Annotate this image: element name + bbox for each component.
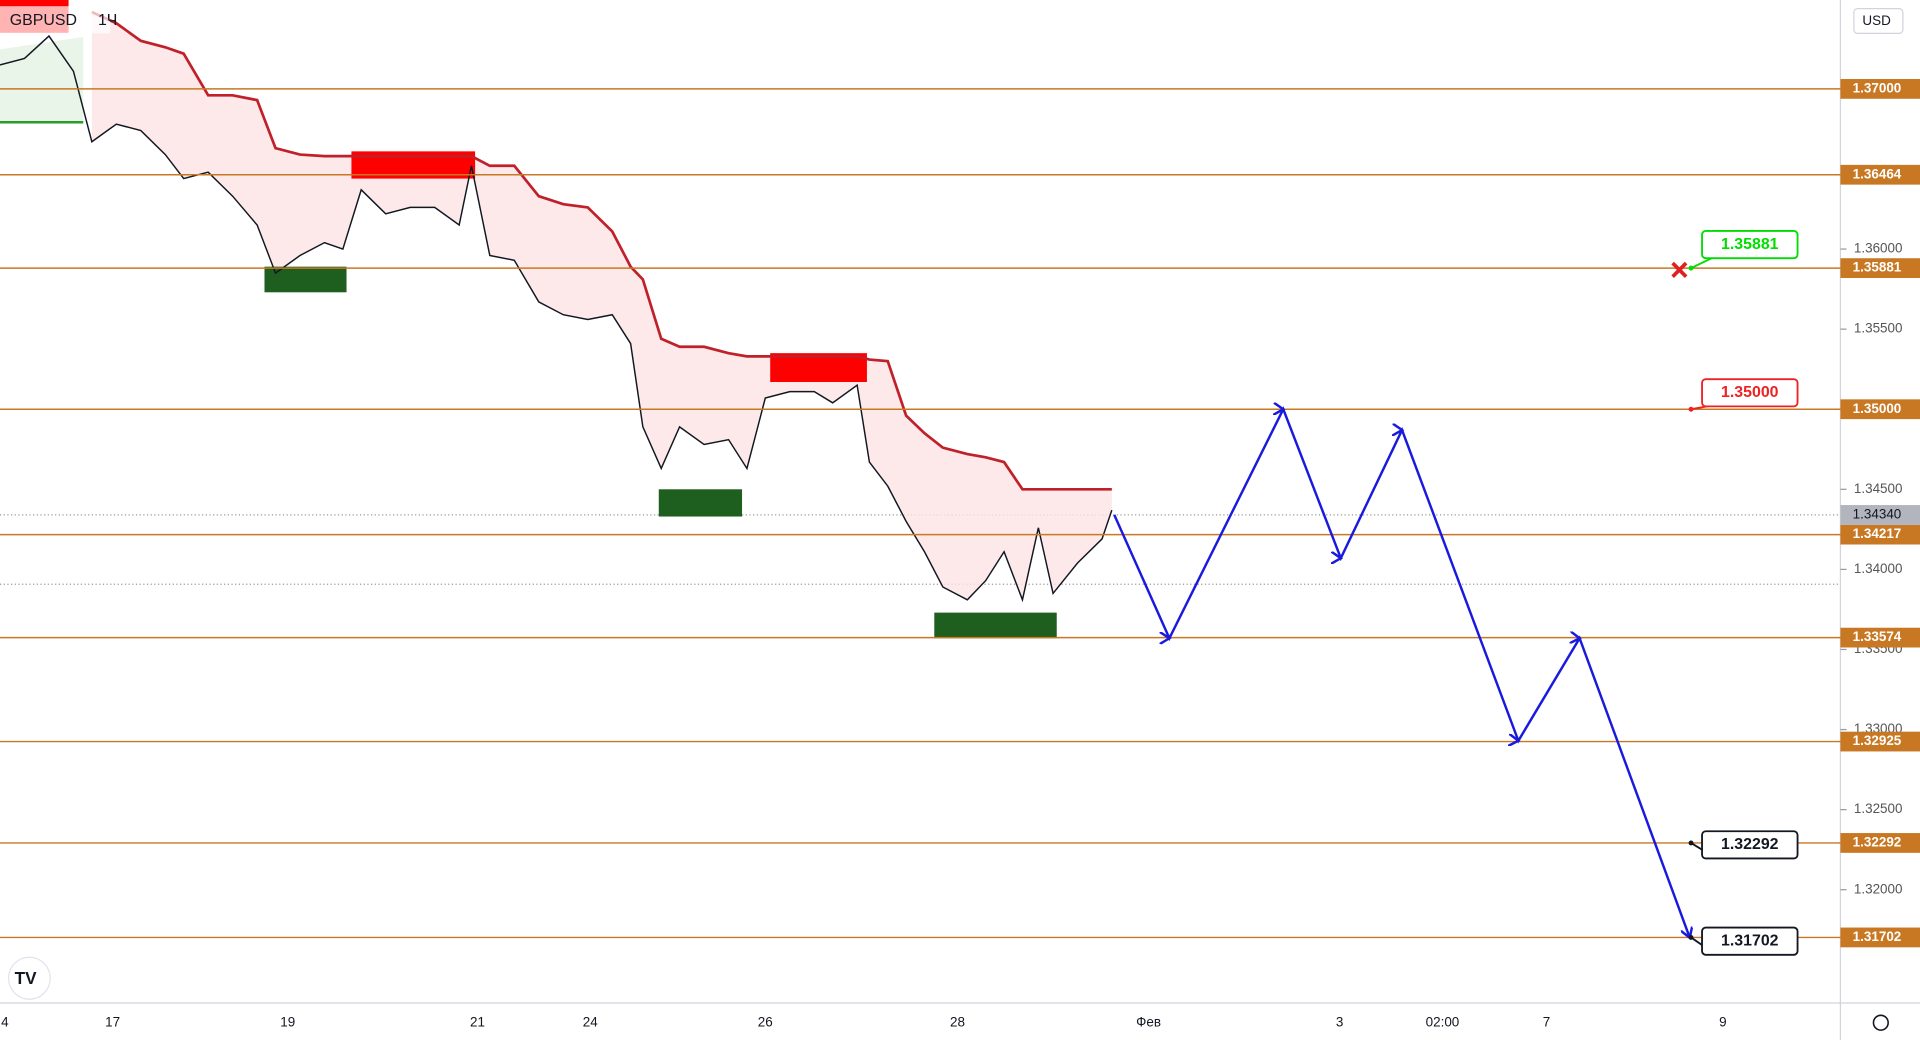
tick-label: 1.32000 [1854,881,1903,896]
price-axis: 1.360001.355001.345001.340001.335001.330… [1840,79,1920,948]
level-label: 1.32292 [1853,834,1902,849]
level-tag [1840,927,1920,948]
level-tag [1840,627,1920,648]
level-tag [1840,164,1920,185]
level-label: 1.32925 [1853,733,1902,748]
level-tag [1840,399,1920,420]
callout-anchor [1688,406,1694,412]
current-price-tag [1840,505,1920,525]
time-label: 19 [280,1014,295,1029]
tick-label: 1.34500 [1854,481,1903,496]
price-line [0,34,1113,603]
time-label: 28 [950,1014,965,1029]
callout-anchor [1688,934,1694,940]
level-tag [1840,833,1920,853]
callout-anchor [1688,840,1694,846]
time-label: Фев [1136,1014,1161,1029]
time-label: 7 [1543,1014,1550,1029]
callout-label: 1.35881 [1721,236,1779,253]
tv-logo: TV [7,956,51,1000]
level-tag [1840,258,1920,278]
zone [658,489,743,517]
settings-icon[interactable] [1872,1014,1889,1031]
legend-bg [0,6,111,34]
cross-icon [1671,261,1688,278]
level-tag [1840,524,1920,545]
level-label: 1.35000 [1853,401,1902,416]
tick-label: 1.36000 [1854,241,1903,256]
tick-label: 1.34000 [1854,561,1903,576]
time-label: 21 [470,1014,485,1029]
level-label: 1.34217 [1853,526,1902,541]
early-area [0,37,84,123]
currency-button[interactable] [1853,8,1904,34]
trailing-stop [91,10,1112,491]
currency[interactable]: USD [1862,13,1891,28]
level-label: 1.33574 [1853,629,1902,644]
zone [934,612,1057,639]
level-label: 1.37000 [1853,80,1902,95]
zone [770,353,867,382]
level-label: 1.35881 [1853,260,1902,275]
callout-box [1701,230,1799,260]
tick-label: 1.35500 [1854,321,1903,336]
stop-area [91,12,1112,600]
interval: 1Ч [98,12,117,29]
callout-label: 1.32292 [1721,836,1779,853]
time-label: 02:00 [1426,1014,1460,1029]
time-label: 24 [583,1014,598,1029]
level-tag [1840,731,1920,752]
time-label: 4 [1,1014,9,1029]
zone [264,266,347,293]
time-label: 17 [105,1014,120,1029]
forecast-path [1113,409,1690,938]
time-label: 26 [758,1014,773,1029]
time-label: 9 [1719,1014,1726,1029]
level-tag [1840,79,1920,99]
logo-text: TV [15,968,37,988]
callout-label: 1.35000 [1721,384,1779,401]
callout-anchor [1688,265,1694,271]
callout-box [1701,378,1799,408]
level-label: 1.31702 [1853,929,1902,944]
callout-box [1701,926,1799,956]
current-price-label: 1.34340 [1853,506,1902,521]
symbol: GBPUSD [10,12,77,29]
tick-label: 1.32500 [1854,801,1903,816]
level-label: 1.36464 [1853,166,1902,181]
time-label: 3 [1336,1014,1343,1029]
callout-box [1701,830,1799,860]
callout-label: 1.31702 [1721,932,1779,949]
